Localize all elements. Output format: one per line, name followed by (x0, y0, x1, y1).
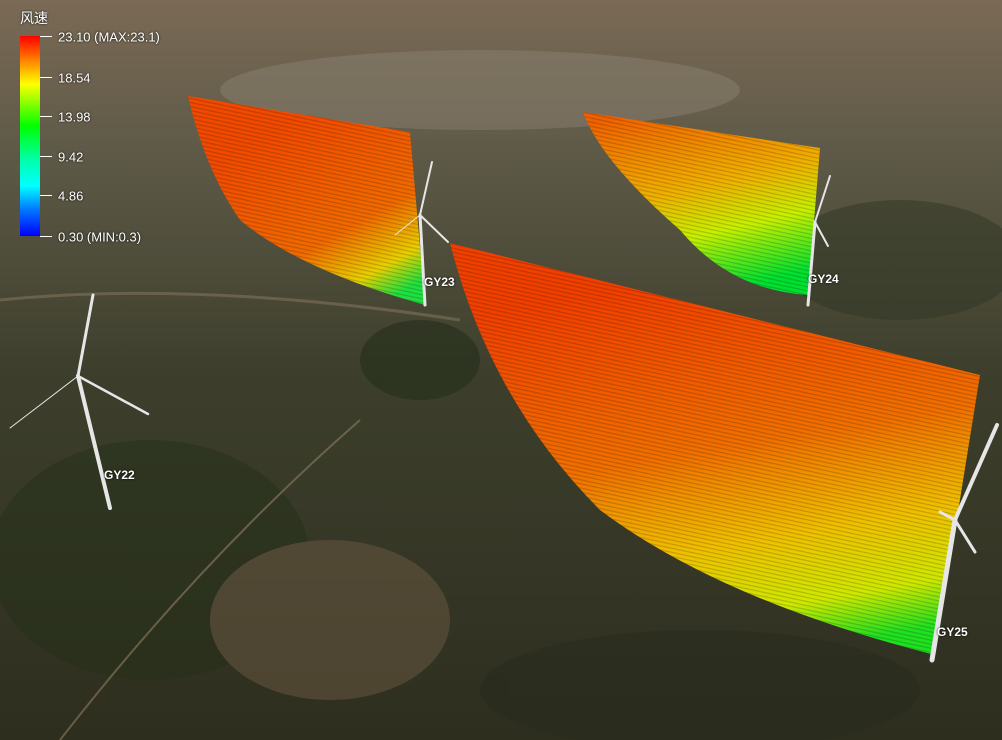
turbine-gy24[interactable] (806, 175, 831, 307)
legend-tick (40, 156, 52, 157)
turbine-gy23[interactable] (394, 161, 449, 307)
wind-surface-gy25[interactable] (450, 243, 980, 655)
legend-max-label: 23.10 (MAX:23.1) (58, 29, 160, 45)
legend-title: 风速 (20, 10, 48, 26)
legend-color-bar (20, 36, 40, 236)
terrain-features (0, 50, 1002, 740)
turbine-label-gy24: GY24 (808, 272, 839, 286)
wind-surface-gy24[interactable] (583, 112, 820, 295)
turbine-gy25[interactable] (929, 423, 999, 663)
legend-tick-label: 13.98 (58, 109, 91, 125)
turbine-label-gy23: GY23 (424, 275, 455, 289)
legend-tick (40, 36, 52, 37)
legend-tick-label: 18.54 (58, 70, 91, 86)
legend-tick-label: 9.42 (58, 149, 84, 165)
turbine-gy22[interactable] (9, 293, 150, 510)
legend-tick (40, 116, 52, 117)
legend-tick (40, 195, 52, 196)
legend-tick-label: 4.86 (58, 188, 84, 204)
wind-speed-legend: 风速 23.10 (MAX:23.1) 18.54 13.98 9.42 4.8… (0, 0, 200, 250)
wind-surface-gy23[interactable] (188, 96, 425, 305)
turbine-label-gy25: GY25 (937, 625, 968, 639)
legend-tick (40, 236, 52, 237)
turbine-label-gy22: GY22 (104, 468, 135, 482)
legend-tick (40, 77, 52, 78)
legend-min-label: 0.30 (MIN:0.3) (58, 229, 142, 245)
